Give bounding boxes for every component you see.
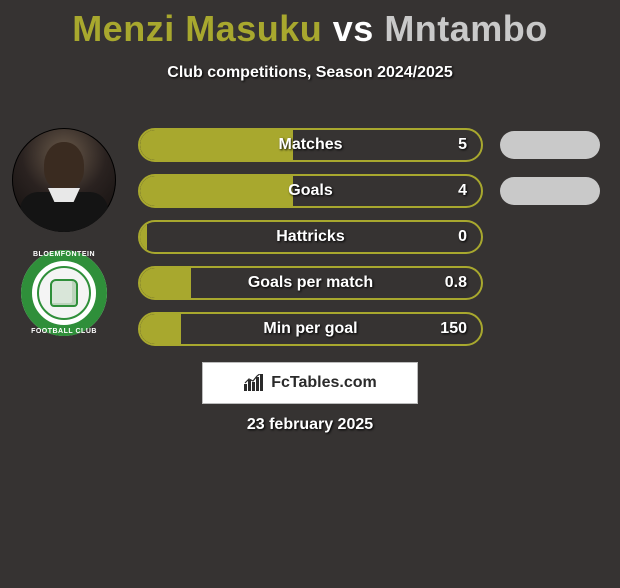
stat-value: 150	[440, 314, 467, 344]
stat-value: 5	[458, 130, 467, 160]
brand-text: FcTables.com	[271, 374, 377, 392]
stat-label: Matches	[140, 130, 433, 160]
stat-value: 0	[458, 222, 467, 252]
bar-chart-icon	[243, 374, 265, 392]
left-column: BLOEMFONTEIN FOOTBALL CLUB	[8, 128, 120, 336]
stat-row-matches: Matches 5	[138, 128, 483, 162]
player2-pill	[500, 131, 600, 159]
stat-label: Goals per match	[140, 268, 433, 298]
player2-name: Mntambo	[384, 8, 547, 49]
stat-row-goals: Goals 4	[138, 174, 483, 208]
stat-row-goals-per-match: Goals per match 0.8	[138, 266, 483, 300]
footer-date: 23 february 2025	[0, 416, 620, 434]
player-avatar	[12, 128, 116, 232]
stat-label: Goals	[140, 176, 433, 206]
vs-text: vs	[333, 8, 374, 49]
pill-slot	[490, 128, 610, 162]
club-badge-text-bottom: FOOTBALL CLUB	[21, 328, 107, 335]
subtitle: Club competitions, Season 2024/2025	[0, 64, 620, 82]
club-badge-text-top: BLOEMFONTEIN	[21, 251, 107, 258]
stat-label: Hattricks	[140, 222, 433, 252]
brand-box[interactable]: FcTables.com	[202, 362, 418, 404]
stat-row-min-per-goal: Min per goal 150	[138, 312, 483, 346]
player2-pills	[490, 128, 610, 208]
stat-value: 0.8	[445, 268, 467, 298]
pill-slot	[490, 174, 610, 208]
club-badge: BLOEMFONTEIN FOOTBALL CLUB	[21, 250, 107, 336]
avatar-head	[44, 142, 84, 190]
player2-pill	[500, 177, 600, 205]
player1-name: Menzi Masuku	[72, 8, 322, 49]
stat-label: Min per goal	[140, 314, 433, 344]
page-title: Menzi Masuku vs Mntambo	[0, 8, 620, 50]
stats-list: Matches 5 Goals 4 Hattricks 0 Goals per …	[138, 128, 483, 346]
stat-value: 4	[458, 176, 467, 206]
stat-row-hattricks: Hattricks 0	[138, 220, 483, 254]
club-badge-ring	[21, 250, 107, 336]
